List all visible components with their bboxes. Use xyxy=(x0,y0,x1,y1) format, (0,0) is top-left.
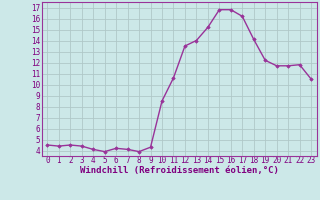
X-axis label: Windchill (Refroidissement éolien,°C): Windchill (Refroidissement éolien,°C) xyxy=(80,166,279,175)
